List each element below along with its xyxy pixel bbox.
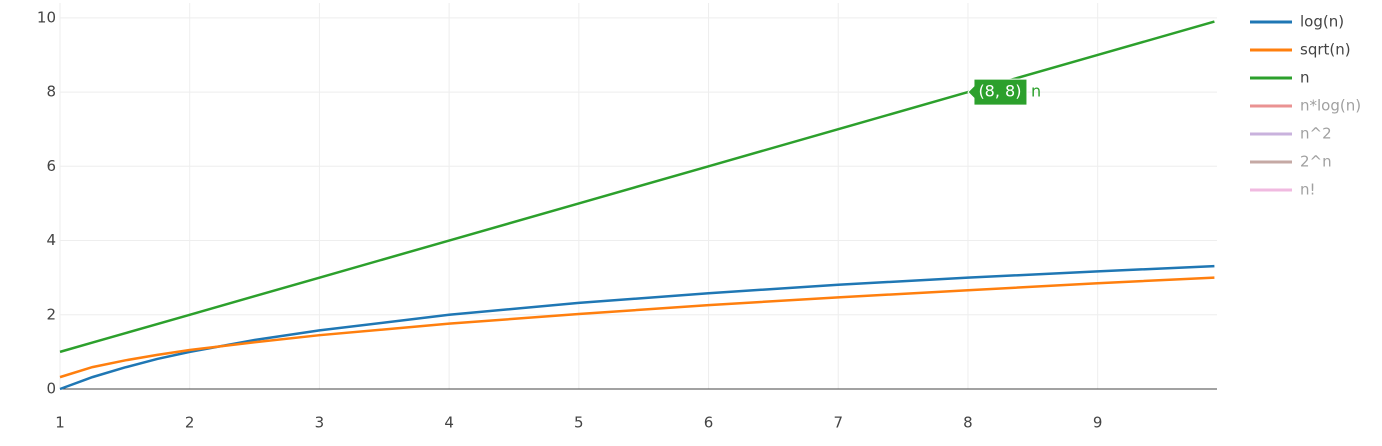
y-tick-label: 10 (37, 8, 56, 26)
hover-name: n (1031, 82, 1041, 101)
hover-text: (8, 8) (978, 82, 1021, 101)
legend-entry[interactable]: n^2 (1250, 125, 1332, 143)
legend-label: sqrt(n) (1300, 41, 1351, 59)
x-tick-label: 3 (315, 414, 325, 432)
series-line (59, 20, 1215, 354)
legend-label: 2^n (1300, 153, 1332, 171)
legend-entry[interactable]: log(n) (1250, 13, 1344, 31)
legend-entry[interactable]: 2^n (1250, 153, 1332, 171)
legend-entry[interactable]: sqrt(n) (1250, 41, 1351, 59)
legend-entry[interactable]: n (1250, 69, 1310, 87)
series-line (59, 264, 1215, 391)
legend-label: n^2 (1300, 125, 1332, 143)
x-tick-label: 4 (444, 414, 454, 432)
y-tick-label: 2 (46, 305, 56, 323)
y-tick-label: 4 (46, 231, 56, 249)
legend-label: n*log(n) (1300, 97, 1361, 115)
legend-label: n! (1300, 181, 1316, 199)
hover-box (967, 78, 1028, 106)
y-tick-label: 6 (46, 157, 56, 175)
y-tick-label: 8 (46, 83, 56, 101)
series-line (59, 276, 1215, 379)
legend-label: n (1300, 69, 1310, 87)
x-tick-label: 6 (704, 414, 714, 432)
x-tick-label: 5 (574, 414, 584, 432)
legend-label: log(n) (1300, 13, 1344, 31)
x-tick-label: 9 (1093, 414, 1103, 432)
x-tick-label: 7 (833, 414, 843, 432)
y-tick-label: 0 (46, 380, 56, 398)
x-tick-label: 2 (185, 414, 195, 432)
x-tick-label: 8 (963, 414, 973, 432)
x-tick-label: 1 (55, 414, 65, 432)
legend-entry[interactable]: n! (1250, 181, 1316, 199)
legend-entry[interactable]: n*log(n) (1250, 97, 1361, 115)
